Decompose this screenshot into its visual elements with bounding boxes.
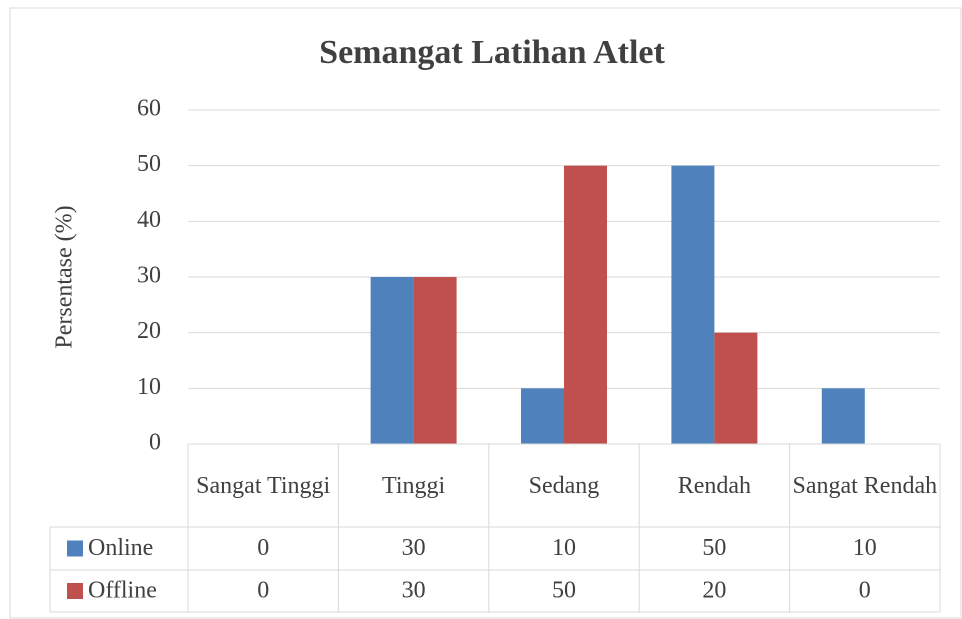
y-tick-label: 40: [137, 207, 161, 233]
chart-title: Semangat Latihan Atlet: [319, 34, 665, 71]
table-value: 0: [257, 535, 269, 561]
x-tick-label-box: Rendah: [677, 472, 752, 499]
x-tick-label-box: Sedang: [528, 472, 600, 499]
bar: [564, 165, 607, 444]
bar: [671, 165, 715, 444]
y-tick-label: 60: [137, 96, 161, 122]
bar: [821, 388, 865, 444]
x-tick-label-box: Sangat Tinggi: [196, 472, 331, 499]
legend-swatch: [67, 583, 83, 599]
x-tick-label-box: Tinggi: [382, 472, 446, 499]
table-value: 0: [257, 578, 269, 604]
x-tick-label: Sangat Tinggi: [196, 472, 331, 499]
bar: [413, 277, 457, 444]
y-tick-label: 0: [149, 430, 161, 456]
bar: [370, 277, 414, 444]
table-value: 20: [702, 578, 726, 604]
table-value: 30: [402, 578, 426, 604]
table-value: 50: [552, 578, 576, 604]
y-tick-label: 50: [137, 151, 161, 177]
x-tick-label: Sangat Rendah: [792, 472, 938, 499]
x-tick-label-box: Sangat Rendah: [792, 472, 938, 499]
legend-label: Online: [88, 535, 153, 561]
x-tick-label: Sedang: [528, 472, 600, 499]
y-tick-label: 10: [137, 374, 161, 400]
table-value: 10: [853, 535, 877, 561]
legend-swatch: [67, 540, 83, 557]
bar: [521, 388, 564, 444]
table-value: 0: [859, 578, 871, 604]
table-value: 10: [552, 535, 576, 561]
legend-label: Offline: [88, 578, 157, 604]
table-value: 50: [702, 535, 726, 561]
y-tick-label: 30: [137, 263, 161, 289]
x-tick-label: Tinggi: [382, 472, 446, 499]
y-tick-label: 20: [137, 318, 161, 344]
x-tick-label: Rendah: [677, 472, 752, 499]
bar: [714, 332, 758, 444]
y-axis-label: Persentase (%): [52, 205, 78, 348]
table-value: 30: [402, 535, 426, 561]
